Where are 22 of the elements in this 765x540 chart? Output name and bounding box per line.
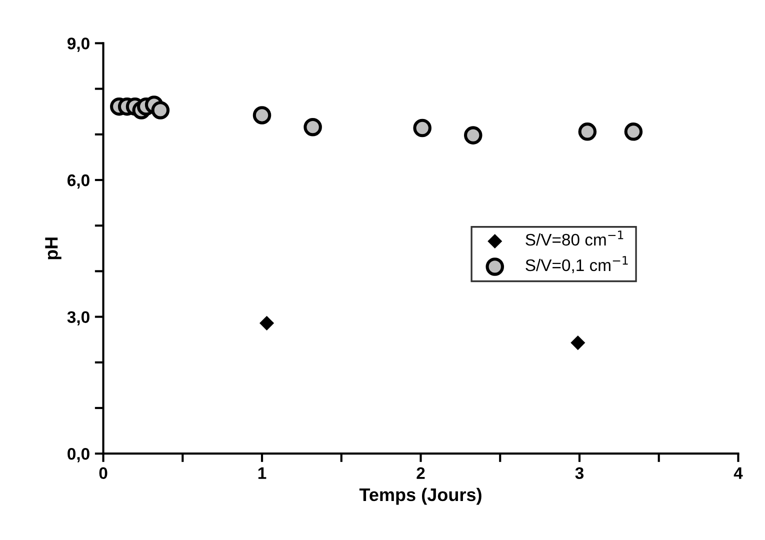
x-tick-label: 1 bbox=[258, 467, 266, 479]
y-axis-title: pH bbox=[45, 238, 62, 260]
y-tick-label: 9,0 bbox=[67, 38, 90, 52]
legend-label: S/V=80 cm$^{−1}$ bbox=[526, 230, 624, 246]
point bbox=[304, 118, 322, 136]
point bbox=[570, 336, 586, 350]
y-tick-label: 0,0 bbox=[68, 448, 90, 462]
point bbox=[151, 101, 170, 120]
x-tick-label: 3 bbox=[575, 467, 584, 480]
x-axis-title: Temps (Jours) bbox=[359, 488, 482, 505]
point bbox=[464, 126, 482, 144]
x-tick-label: 4 bbox=[734, 467, 743, 479]
y-tick-label: 6,0 bbox=[68, 174, 90, 189]
point bbox=[252, 106, 272, 124]
x-tick-label: 2 bbox=[416, 467, 425, 479]
x-tick-label: 0 bbox=[99, 467, 108, 480]
y-tick-label: 3,0 bbox=[67, 311, 90, 326]
legend-label: S/V=0,1 cm$^{−1}$ bbox=[526, 256, 628, 274]
point bbox=[413, 118, 432, 138]
point bbox=[578, 122, 597, 141]
point bbox=[259, 316, 274, 330]
point bbox=[624, 122, 643, 141]
